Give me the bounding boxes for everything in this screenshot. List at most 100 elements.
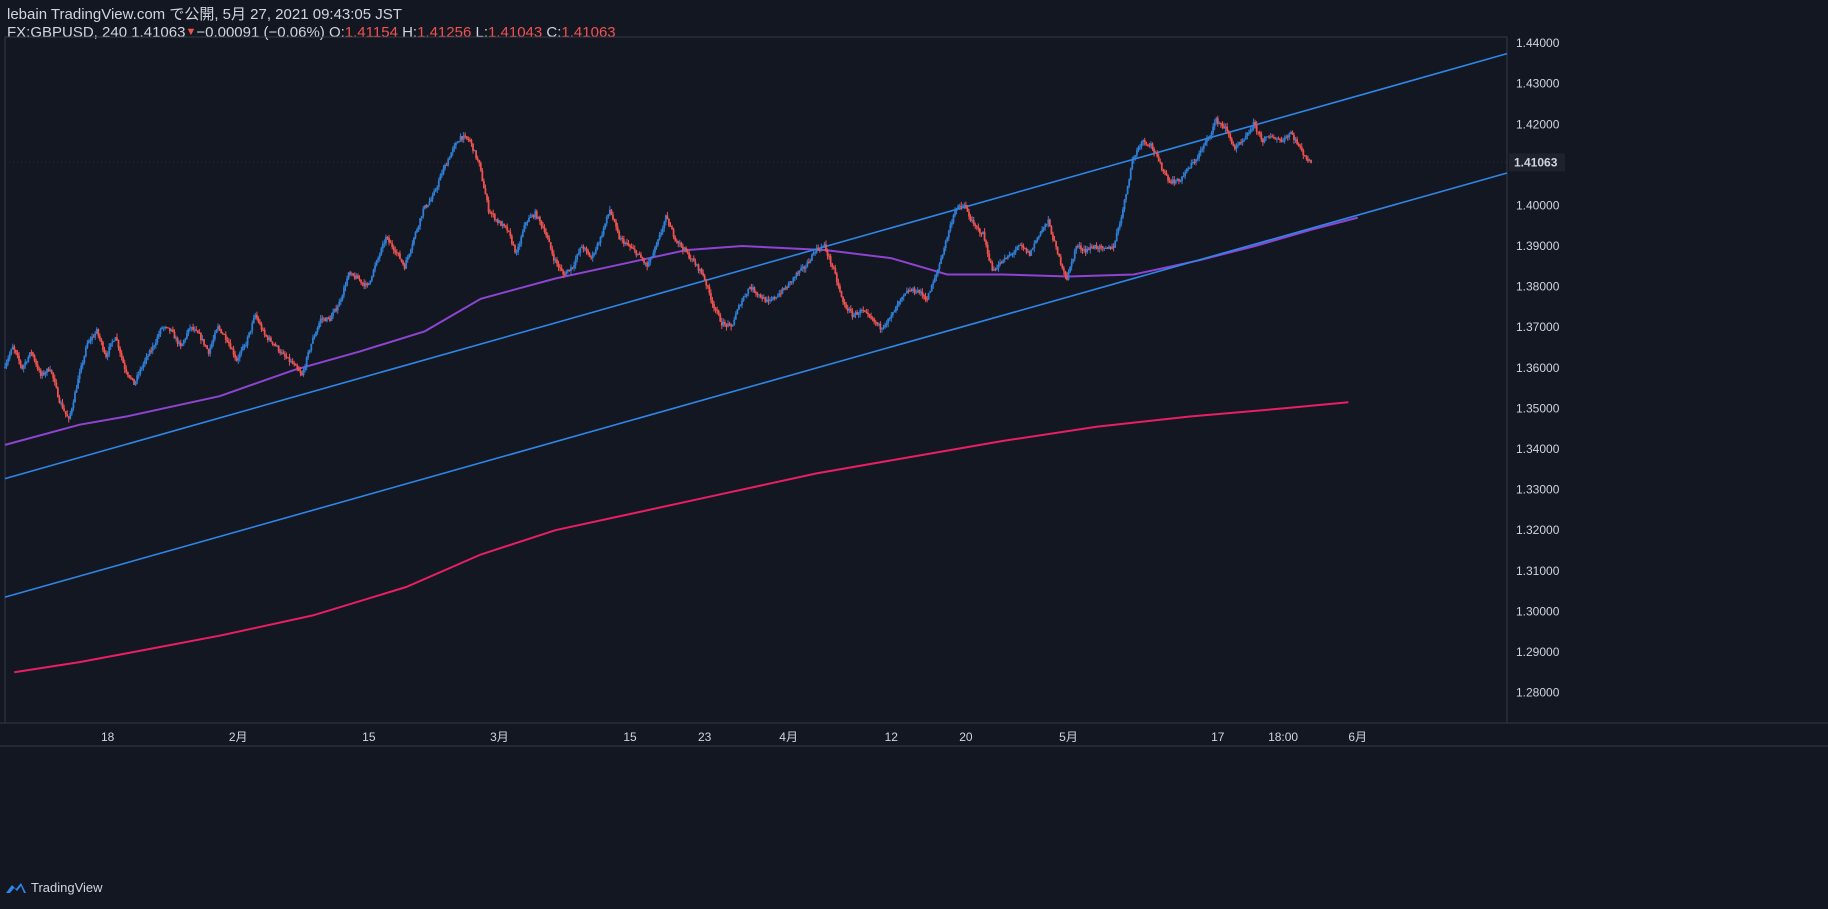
candle-body (1003, 257, 1006, 260)
candle-body (1002, 259, 1005, 263)
candle-body (952, 215, 955, 223)
candle-body (994, 269, 997, 271)
candle-body (820, 246, 823, 251)
candle-body (638, 253, 641, 255)
candle-body (1167, 175, 1169, 181)
candle-body (1075, 246, 1078, 251)
candle-body (641, 257, 644, 260)
candle-body (313, 336, 316, 339)
candle-body (1302, 150, 1305, 156)
channel-upper-line (4, 52, 1508, 480)
price-axis[interactable]: 1.28000 1.29000 1.30000 1.31000 1.32000 1.330… (1509, 36, 1565, 700)
candle-body (664, 215, 667, 222)
candle-body (196, 330, 199, 333)
candle-body (1027, 251, 1030, 253)
candle-body (1173, 179, 1176, 184)
candle-body (921, 291, 924, 296)
candle-body (941, 254, 944, 259)
candle-body (240, 350, 243, 354)
candle-body (392, 247, 395, 251)
candle-body (1143, 140, 1146, 143)
candle-body (228, 341, 230, 344)
candle-body (1294, 139, 1297, 141)
candle-body (859, 310, 862, 314)
candle-body (691, 258, 694, 260)
candle-body (1220, 123, 1222, 125)
candle-body (675, 240, 678, 242)
candle-body (139, 369, 142, 375)
candle-body (173, 331, 176, 339)
candle-body (484, 188, 487, 195)
candle-body (598, 243, 600, 245)
time-tick-label: 20 (959, 730, 973, 744)
candle-body (772, 297, 775, 300)
candle-body (464, 135, 467, 137)
candle-body (367, 282, 370, 285)
tradingview-brand[interactable]: TradingView (5, 880, 103, 895)
candle-body (182, 340, 185, 344)
candle-body (747, 288, 750, 294)
candle-body (1202, 145, 1205, 149)
candle-body (700, 268, 703, 273)
candle-body (905, 291, 908, 294)
last-price-badge (1509, 153, 1565, 172)
candle-body (842, 296, 844, 303)
candle-body (1095, 245, 1098, 249)
candle-body (235, 357, 238, 361)
candle-body (895, 306, 897, 312)
candle-body (509, 231, 512, 237)
candle-body (711, 300, 714, 304)
candle-body (1165, 172, 1168, 176)
candle-body (1272, 137, 1275, 139)
candle-body (565, 271, 568, 275)
candle-body (1139, 146, 1141, 148)
candle-body (1132, 157, 1135, 161)
candle-body (349, 272, 352, 275)
candle-body (21, 365, 24, 369)
candle-body (1136, 150, 1138, 156)
candle-body (1156, 152, 1159, 157)
candle-body (904, 293, 907, 296)
candle-body (870, 316, 872, 319)
candle-body (369, 280, 372, 283)
candle-body (179, 342, 182, 347)
candle-body (22, 365, 25, 369)
candle-body (542, 226, 544, 228)
candle-body (58, 397, 61, 403)
candle-body (671, 226, 673, 230)
candle-body (1271, 136, 1274, 138)
candle-body (602, 227, 605, 235)
candle-body (229, 343, 232, 349)
candle-body (1192, 161, 1194, 164)
candle-body (1145, 142, 1148, 145)
candle-body (821, 246, 824, 248)
price-tick-label: 1.39000 (1516, 239, 1560, 253)
candle-body (391, 243, 394, 248)
candle-body (248, 332, 251, 338)
time-axis[interactable]: 18 2月 15 3月 15 23 4月 12 20 5月 17 18:00 6月 (101, 730, 1367, 744)
candle-body (231, 348, 233, 350)
candle-body (790, 281, 793, 283)
candle-body (35, 360, 37, 365)
candle-body (885, 323, 888, 326)
candle-body (80, 365, 83, 373)
candle-body (588, 253, 591, 257)
candle-body (1277, 138, 1280, 140)
candle-body (386, 236, 389, 239)
candle-body (496, 219, 499, 223)
candle-body (265, 334, 268, 337)
candle-body (557, 263, 560, 268)
candle-body (263, 329, 266, 335)
candle-body (417, 226, 420, 230)
candle-body (1090, 246, 1093, 248)
candle-body (294, 364, 297, 366)
candle-body (1039, 231, 1042, 236)
candle-body (927, 293, 930, 300)
candle-body (689, 258, 692, 260)
candle-body (644, 262, 647, 264)
candle-body (843, 302, 846, 305)
candle-body (1258, 132, 1261, 134)
candle-body (403, 264, 406, 269)
candle-body (804, 267, 807, 269)
